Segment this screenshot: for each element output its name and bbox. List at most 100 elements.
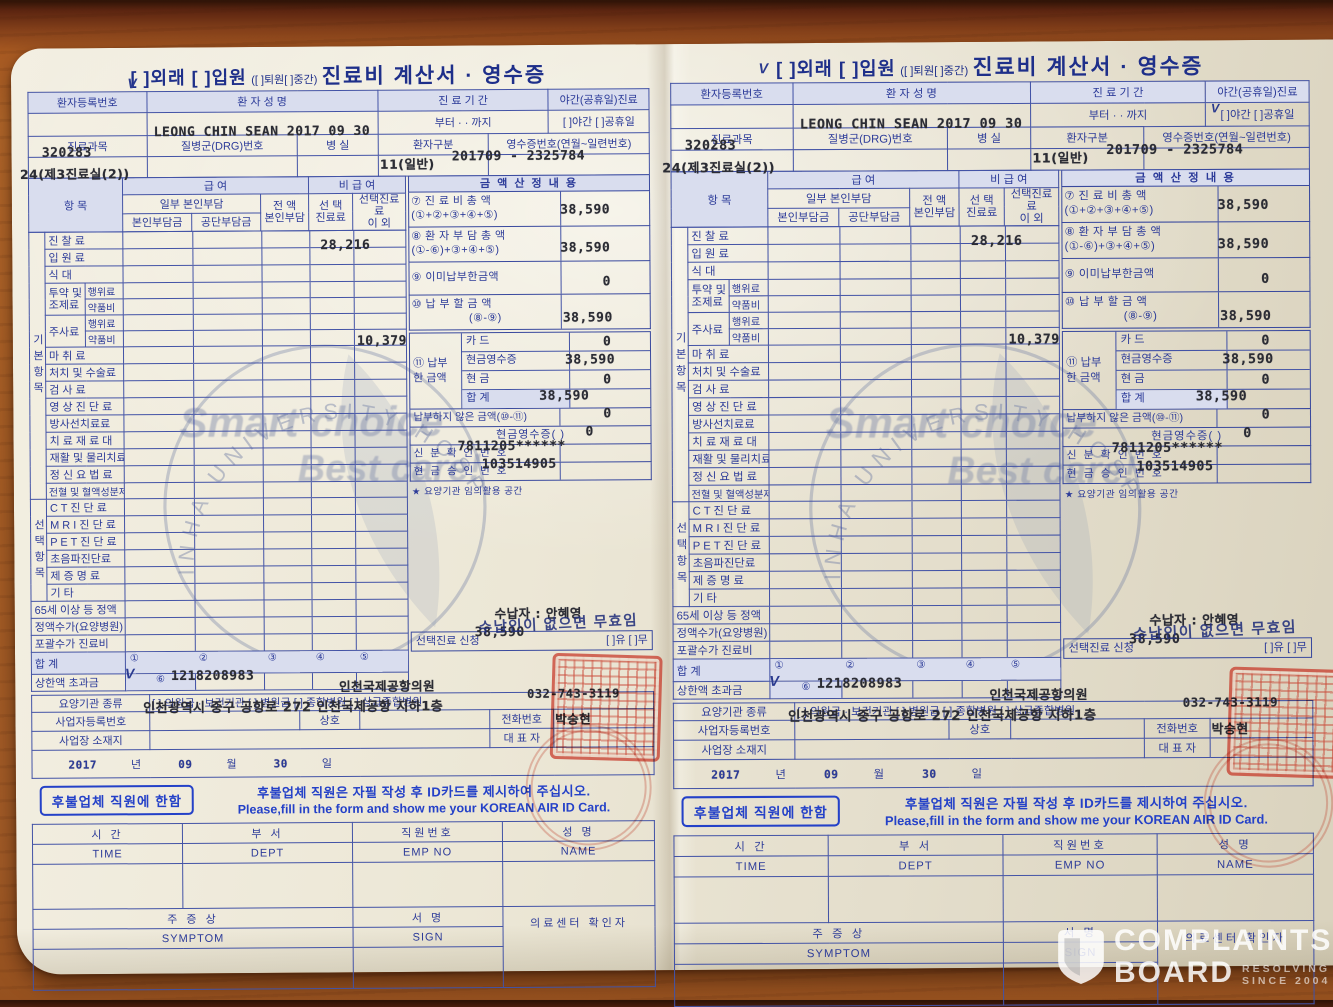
fee-row-label: 투약 및 조제료 xyxy=(45,283,86,316)
dm-id-check-no: 7811205****** xyxy=(457,438,566,455)
cell-empno-entry xyxy=(352,861,503,908)
dm-patient-reg-no: 320283 xyxy=(684,138,737,154)
cell-room-value xyxy=(297,155,379,177)
dm-cash-receipt: 38,590 xyxy=(565,352,616,368)
fee-row-label: 방사선치료료 xyxy=(688,415,769,434)
label-amount-calc: 금 액 산 정 내 용 xyxy=(407,174,651,193)
label-symptom-kr: 주 증 상 xyxy=(32,907,354,930)
fee-value-cells xyxy=(769,552,1061,572)
clinic-type-checkmark: V xyxy=(769,672,780,689)
label-sum7-formula: (①+②+③+④+⑤) xyxy=(411,209,498,222)
dm-patient-name: LEONG CHIN SEAN 2017 09 30 xyxy=(153,123,371,141)
fee-row-label: 초음파진단료 xyxy=(46,550,125,568)
cash-approval-value-cell xyxy=(561,462,651,480)
fee-subrow-label: 약품비 xyxy=(729,296,769,313)
label-time-kr: 시 간 xyxy=(673,835,829,857)
label-medical-center-verifier: 의료센터 확인자 xyxy=(502,905,656,988)
dm-cash-approval-no: 103514905 xyxy=(1136,458,1214,475)
dm-unpaid: 0 xyxy=(1261,407,1271,423)
fee-items-column: 항 목 급 여 비 급 여 일부 본인부담 전 액 본인부담 선 택 진료료 선… xyxy=(27,175,410,693)
mark-3: ③ xyxy=(267,652,277,664)
free-use-space-note: ★ 요양기관 임의활용 공간 xyxy=(1064,488,1179,501)
fee-value-cells xyxy=(768,396,1060,416)
dm-receipt-no: 201709 - 2325784 xyxy=(1106,142,1244,159)
brand-tag1: RESOLVING xyxy=(1242,962,1331,975)
fee-row-label: 정 신 요 법 료 xyxy=(46,466,125,484)
label-card: 카 드 xyxy=(461,332,571,352)
dm-cash: 0 xyxy=(603,372,612,388)
dm-paid-total: 38,590 xyxy=(1195,388,1248,405)
cell-drg-value xyxy=(792,149,948,172)
dm-admission-fee: 28,216 xyxy=(970,233,1023,250)
dm-cash-receipt2: 0 xyxy=(1243,425,1252,442)
issue-day: 30 xyxy=(922,767,937,781)
title-sub-checkboxes: ([ ]퇴원[ ]중간) xyxy=(900,65,969,78)
label-sum11a: ⑪ 납부 xyxy=(1066,356,1102,370)
fee-row-label: 전혈 및 혈액성분제제료 xyxy=(688,485,770,503)
paid-cash-row: 현 금 xyxy=(462,369,651,390)
label-month: 월 xyxy=(873,768,884,781)
fee-row-label: 영 상 진 단 료 xyxy=(45,398,124,416)
dm-cash: 0 xyxy=(1261,372,1271,388)
dm-cash-receipt: 38,590 xyxy=(1222,351,1274,368)
fee-value-cells xyxy=(124,447,408,467)
title-visit-checkboxes: [ ]외래 [ ]입원 xyxy=(776,58,896,80)
fee-row-label: 치 료 재 료 대 xyxy=(688,432,769,451)
fee-value-cells xyxy=(768,260,1060,280)
period-from-to: 부터 · · 까지 xyxy=(377,110,549,135)
brand-line1: COMPLAINTS xyxy=(1114,924,1333,957)
label-dept-kr: 부 서 xyxy=(182,822,353,844)
issue-year: 2017 xyxy=(68,758,98,772)
fee-value-cells xyxy=(124,430,408,450)
dm-receipt-no: 201709 - 2325784 xyxy=(451,148,586,165)
cell-symptom-entry xyxy=(33,947,354,991)
fee-value-cells xyxy=(123,362,407,382)
label-treatment-period: 진 료 기 간 xyxy=(1030,81,1206,104)
label-partial-self: 일부 본인부담 xyxy=(122,193,261,214)
fee-items-table: 기본항목 진 찰 료 입 원 료 식 대 투약 및 조제료 행위료 약품비 주사… xyxy=(670,225,1062,700)
fee-value-cells xyxy=(123,413,408,433)
fee-value-cells xyxy=(124,582,409,602)
paid-cash-receipt-row: 현금영수증 xyxy=(462,350,651,371)
label-day: 일 xyxy=(971,768,983,781)
fee-value-cells xyxy=(768,448,1060,468)
receipt-title: [ ]외래 [ ]입원 ([ ]퇴원[ ]중간) 진료비 계산서 · 영수증 xyxy=(27,58,649,90)
fee-row-label: C T 진 단 료 xyxy=(46,499,125,517)
notice-box-label: 후불업체 직원에 한함 xyxy=(39,785,195,817)
fee-value-cells xyxy=(123,379,407,399)
label-sum9: ⑨ 이미납부한금액 xyxy=(411,271,499,284)
cell-reg-no-value xyxy=(670,104,793,129)
fee-subrow-label: 약품비 xyxy=(85,299,124,316)
cell-drg-value xyxy=(146,155,298,178)
label-select-other: 선택진료료 이 외 xyxy=(1004,187,1059,227)
fee-subrow-label: 행위료 xyxy=(85,283,124,300)
issue-month: 09 xyxy=(178,757,193,771)
label-biz-no: 사업자등록번호 xyxy=(31,711,150,732)
fee-row-label: 마 취 료 xyxy=(45,347,124,365)
id-check-value-cell xyxy=(561,444,651,462)
clinic-type-checkmark: V xyxy=(124,665,135,682)
fee-row-label: 전혈 및 혈액성분제제료 xyxy=(46,483,125,500)
dm-anesthesia-fee: 10,379 xyxy=(1008,332,1060,348)
fee-value-cells xyxy=(769,517,1061,537)
label-night-care: 야간(공휴일)진료 xyxy=(1205,80,1310,103)
fee-value-cells xyxy=(125,599,409,619)
select-care-yes-no: [ ]유 [ ]무 xyxy=(1264,641,1307,654)
cell-name-entry xyxy=(1157,874,1314,922)
label-sum10-formula: (⑧-⑨) xyxy=(468,312,502,325)
notice-box-label: 후불업체 직원에 한함 xyxy=(681,795,841,828)
fee-row-label: 주사료 xyxy=(45,315,86,348)
total-row-marks: ① ② ③ ④ ⑤ xyxy=(125,650,409,675)
night-holiday-options: [ ]야간 [ ]공휴일 xyxy=(1205,102,1310,127)
issue-year: 2017 xyxy=(711,768,741,782)
label-representative: 대 표 자 xyxy=(1144,738,1211,759)
outpatient-checkmark: V xyxy=(127,75,137,92)
dm-sum9: 0 xyxy=(602,274,611,290)
fee-value-cells xyxy=(769,605,1061,624)
amount-summary-column: 금 액 산 정 내 용 ⑦ 진 료 비 총 액 (①+②+③+④+⑤) ⑧ 환 자… xyxy=(1061,168,1313,659)
label-select-other: 선택진료료 이 외 xyxy=(352,193,406,231)
label-select-fee: 선 택 진료료 xyxy=(958,187,1005,227)
label-sum11a: ⑪ 납부 xyxy=(413,357,448,370)
label-unpaid: 납부하지 않은 금액(⑩-⑪) xyxy=(1063,409,1218,428)
amount-summary-column: 금 액 산 정 내 용 ⑦ 진 료 비 총 액 (①+②+③+④+⑤) ⑧ 환 자… xyxy=(407,174,653,652)
